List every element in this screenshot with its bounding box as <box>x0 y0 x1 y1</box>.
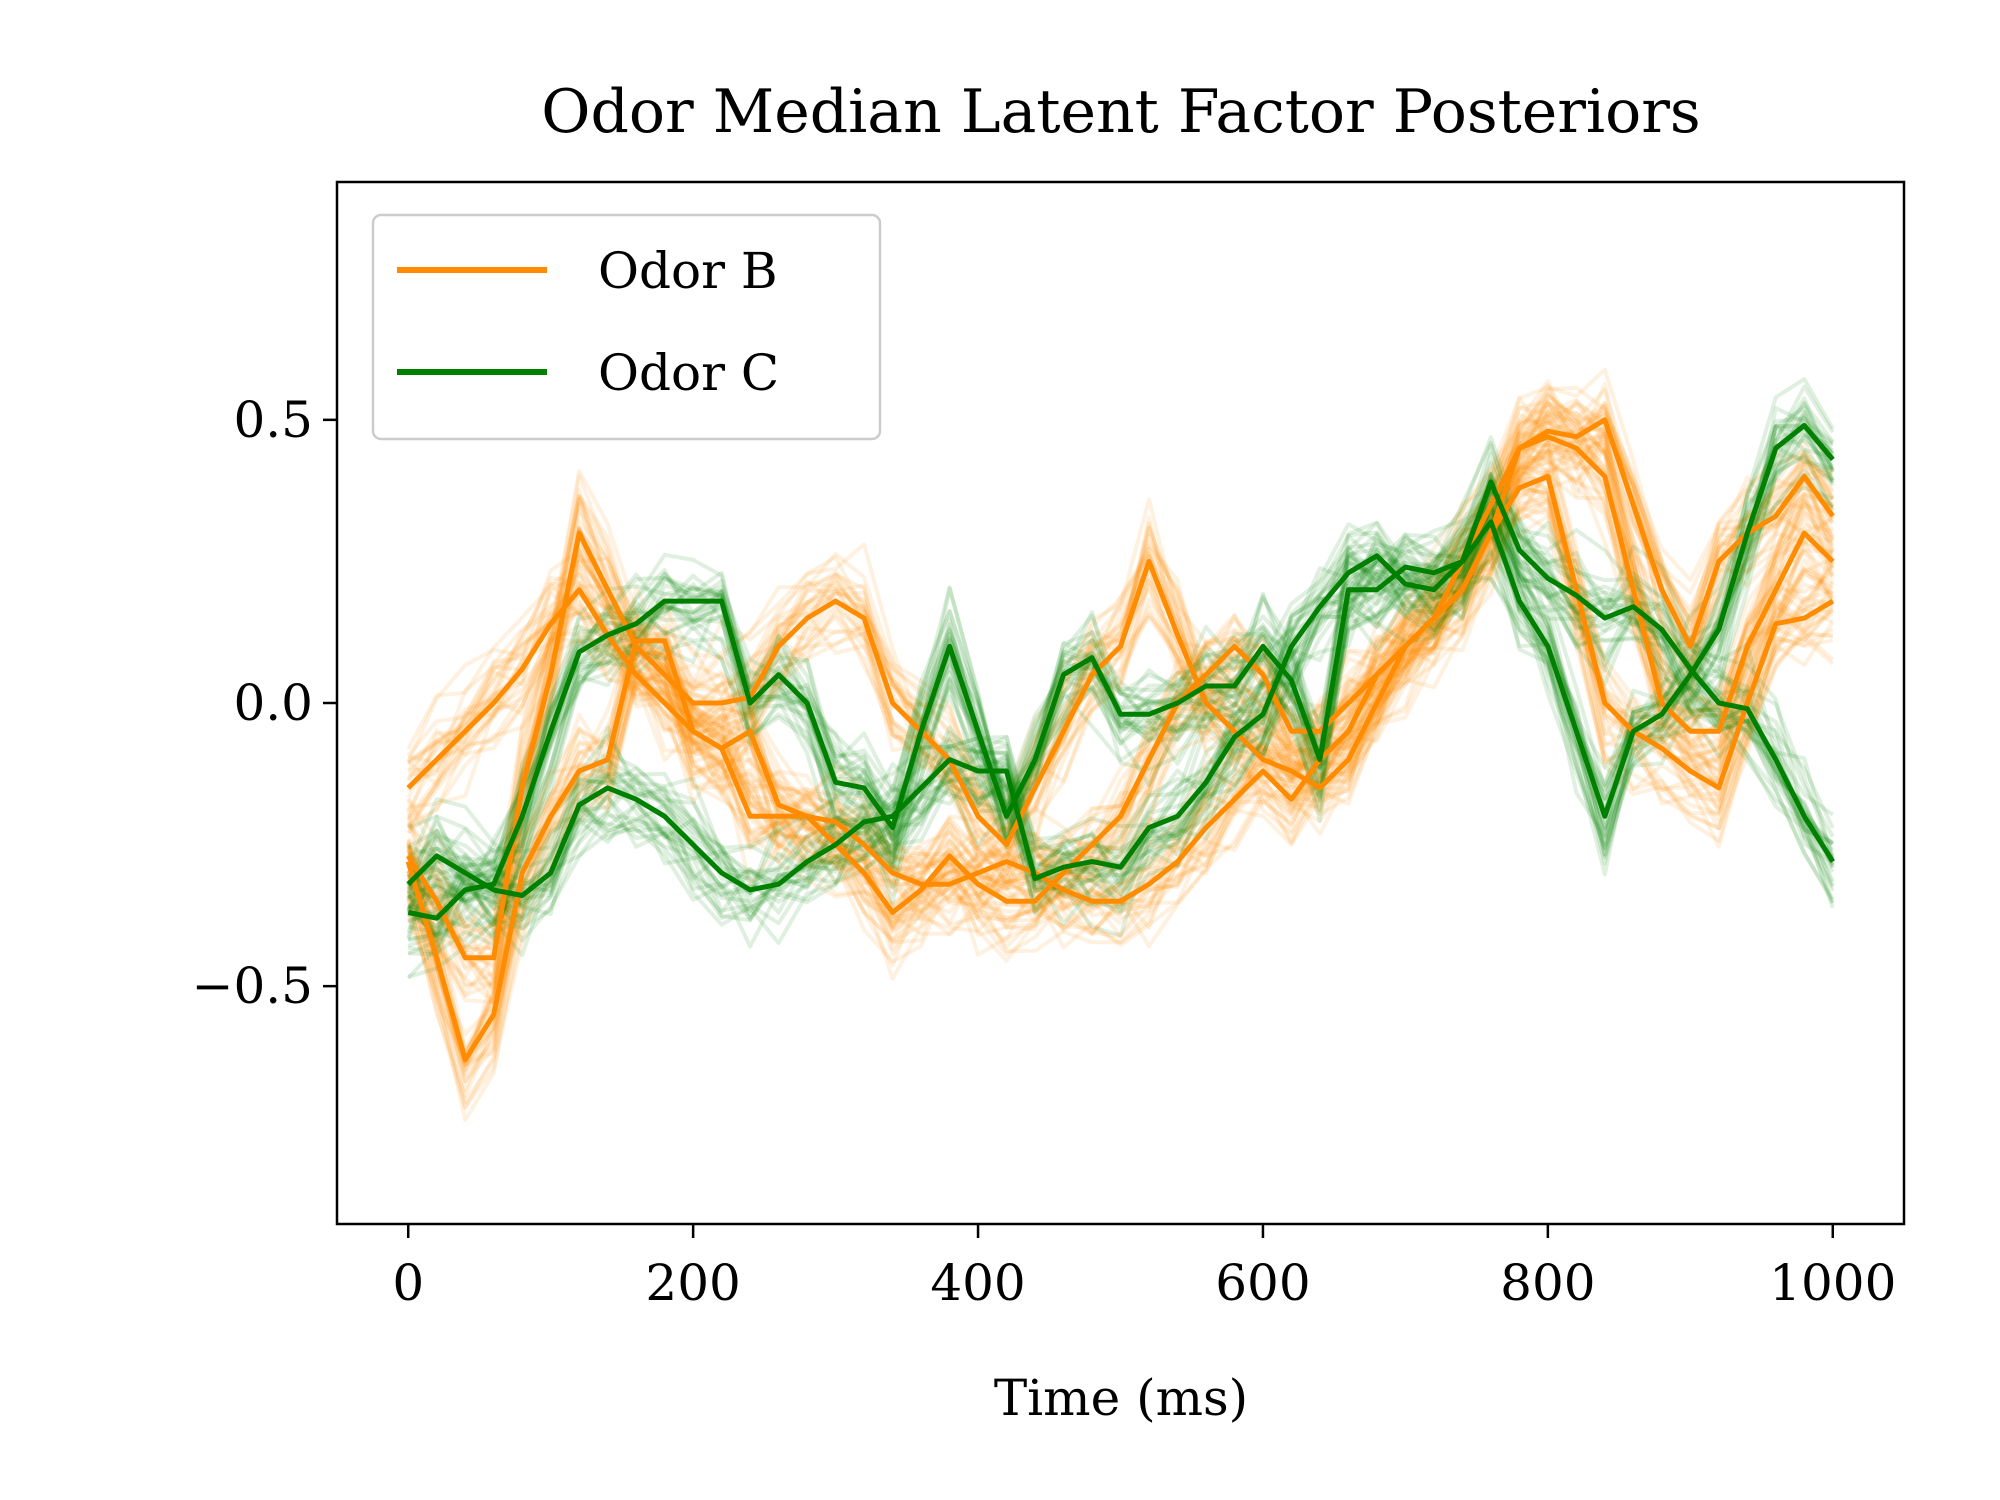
sample-trajectory-odor-c <box>406 481 1835 935</box>
sample-trajectory-odor-b <box>406 484 1835 1052</box>
sample-trajectory-odor-b <box>406 406 1835 931</box>
median-line-odor-c-1 <box>406 479 1835 898</box>
sample-trajectory-odor-b <box>406 435 1835 945</box>
y-axis: 0.5 0.0 −0.5 <box>192 391 337 1015</box>
sample-trajectory-odor-c <box>407 433 1834 924</box>
sample-trajectory-odor-c <box>407 501 1835 914</box>
sample-trajectory-odor-c <box>407 424 1834 929</box>
sample-trajectory-odor-b <box>406 447 1835 997</box>
sample-trajectory-odor-b <box>406 434 1835 990</box>
sample-trajectory-odor-c <box>407 435 1835 856</box>
sample-trajectory-odor-b <box>406 475 1835 994</box>
y-tick-label: 0.5 <box>233 391 313 449</box>
sample-trajectory-odor-b <box>406 461 1835 989</box>
sample-trajectory-odor-b <box>406 509 1835 1109</box>
sample-trajectory-odor-b <box>406 412 1835 907</box>
sample-trajectory-odor-b <box>406 506 1835 1098</box>
sample-trajectory-odor-b <box>406 430 1835 970</box>
sample-trajectory-odor-c <box>406 499 1835 945</box>
sample-trajectory-odor-b <box>406 452 1834 1005</box>
sample-trajectory-odor-c <box>406 424 1835 939</box>
sample-trajectory-odor-c <box>407 492 1835 919</box>
sample-trajectory-odor-b <box>406 401 1835 913</box>
sample-trajectory-odor-b <box>406 438 1834 1005</box>
y-tick-label: 0.0 <box>233 674 313 732</box>
sample-trajectory-odor-b <box>406 422 1835 920</box>
sample-trajectory-odor-c <box>408 424 1835 957</box>
sample-trajectory-odor-b <box>406 448 1835 945</box>
sample-trajectory-odor-c <box>406 486 1835 908</box>
sample-trajectory-odor-c <box>406 473 1834 892</box>
sample-trajectory-odor-c <box>407 485 1835 922</box>
sample-trajectory-odor-b <box>406 427 1834 937</box>
sample-trajectory-odor-c <box>407 377 1835 900</box>
sample-trajectory-odor-c <box>407 416 1835 910</box>
sample-trajectory-odor-b <box>407 401 1834 906</box>
sample-trajectory-odor-b <box>406 391 1835 897</box>
sample-trajectory-odor-c <box>407 461 1834 911</box>
median-line-odor-b-3 <box>406 434 1835 961</box>
sample-trajectory-odor-c <box>406 480 1835 926</box>
sample-trajectory-odor-c <box>407 416 1835 948</box>
sample-trajectory-odor-b <box>406 410 1835 926</box>
sample-trajectory-odor-b <box>406 463 1835 1058</box>
sample-trajectory-odor-b <box>407 442 1835 938</box>
x-tick-label: 600 <box>1215 1254 1310 1312</box>
chart-title: Odor Median Latent Factor Posteriors <box>541 77 1700 147</box>
sample-trajectory-odor-b <box>406 445 1834 1074</box>
sample-trajectory-odor-b <box>406 490 1834 1062</box>
sample-trajectory-odor-c <box>407 413 1835 930</box>
sample-trajectory-odor-c <box>407 438 1835 929</box>
sample-trajectory-odor-c <box>406 507 1835 958</box>
y-tick-label: −0.5 <box>192 957 313 1015</box>
legend-label-odor-b: Odor B <box>598 242 778 300</box>
sample-trajectory-odor-b <box>406 485 1834 1068</box>
sample-trajectory-odor-b <box>408 411 1835 912</box>
sample-trajectory-odor-c <box>406 425 1835 911</box>
sample-trajectory-odor-b <box>406 399 1834 930</box>
legend-label-odor-c: Odor C <box>598 344 779 402</box>
sample-trajectory-odor-b <box>406 412 1835 939</box>
x-tick-label: 200 <box>645 1254 740 1312</box>
sample-trajectory-odor-b <box>406 439 1833 1056</box>
x-tick-label: 1000 <box>1769 1254 1896 1312</box>
sample-trajectory-odor-b <box>406 429 1834 980</box>
median-line-odor-c-2 <box>407 423 1835 921</box>
sample-trajectory-odor-b <box>406 419 1835 950</box>
sample-trajectory-odor-c <box>407 503 1835 923</box>
sample-trajectory-odor-c <box>408 452 1835 918</box>
sample-trajectory-odor-b <box>406 393 1835 957</box>
sample-trajectory-odor-b <box>406 388 1834 896</box>
sample-trajectory-odor-b <box>406 401 1834 953</box>
sample-trajectory-odor-b <box>406 499 1834 1110</box>
sample-trajectory-odor-b <box>406 439 1835 1061</box>
sample-trajectory-odor-b <box>406 401 1834 920</box>
sample-trajectory-odor-c <box>406 443 1835 896</box>
legend: Odor B Odor C <box>371 213 882 441</box>
sample-trajectory-odor-c <box>406 445 1834 949</box>
median-line-odor-b-2 <box>405 474 1835 1063</box>
x-tick-label: 400 <box>930 1254 1025 1312</box>
sample-trajectory-odor-b <box>406 405 1835 929</box>
x-axis: 0 200 400 600 800 1000 <box>392 1224 1896 1312</box>
sample-trajectory-odor-b <box>406 495 1834 1084</box>
x-axis-label: Time (ms) <box>994 1369 1248 1427</box>
sample-trajectory-odor-c <box>407 492 1834 904</box>
x-tick-label: 0 <box>392 1254 424 1312</box>
median-lines <box>405 417 1835 1063</box>
sample-trajectory-odor-b <box>406 429 1835 950</box>
sample-trajectory-odor-c <box>406 472 1835 922</box>
sample-trajectory-odor-b <box>406 445 1834 1006</box>
sample-trajectory-odor-c <box>406 513 1835 917</box>
sample-trajectory-odor-c <box>406 473 1835 941</box>
sample-trajectory-odor-b <box>406 398 1835 907</box>
sample-trajectory-odor-b <box>407 382 1835 900</box>
sample-trajectory-odor-c <box>406 440 1835 870</box>
median-line-odor-b-1 <box>406 417 1835 904</box>
sample-trajectory-odor-c <box>407 485 1834 942</box>
sample-trajectory-odor-c <box>407 405 1835 904</box>
sample-trajectory-odor-b <box>406 439 1835 939</box>
x-tick-label: 800 <box>1500 1254 1595 1312</box>
